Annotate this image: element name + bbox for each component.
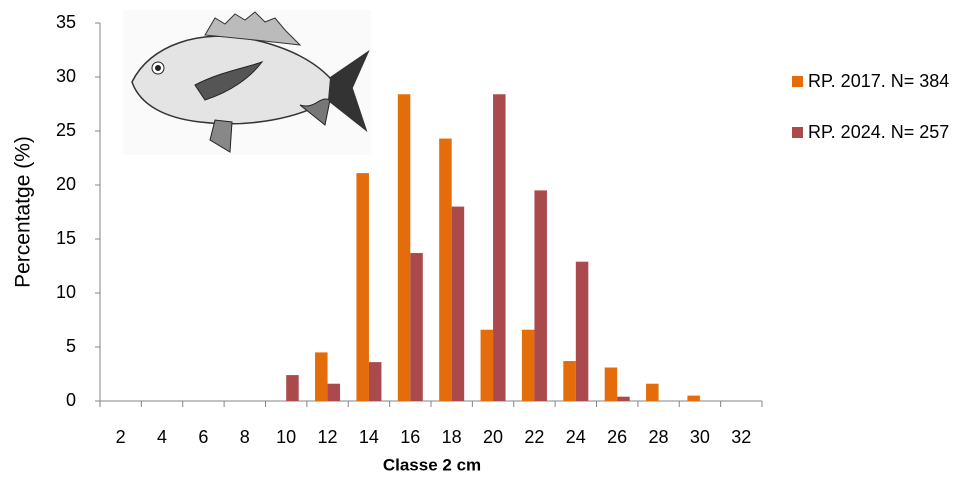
bar (522, 330, 535, 401)
x-tick-label: 16 (400, 427, 420, 447)
bar (481, 330, 494, 401)
bar (576, 262, 589, 401)
bar (328, 384, 341, 401)
x-tick-label: 10 (276, 427, 296, 447)
x-tick-label: 12 (318, 427, 338, 447)
bar (617, 397, 630, 401)
chart: Classe 2 cm Percentatge (%) 0 5 10 15 20 25 30… (0, 0, 967, 484)
x-tick-label: 8 (240, 427, 250, 447)
bar (646, 384, 659, 401)
x-tick-label: 6 (198, 427, 208, 447)
y-axis-title: Percentatge (%) (12, 136, 35, 288)
y-tick-label: 35 (56, 12, 76, 32)
y-tick-label: 20 (56, 174, 76, 194)
bar (687, 396, 700, 401)
x-tick-label: 22 (524, 427, 544, 447)
bar (534, 190, 547, 401)
x-axis-title: Classe 2 cm (383, 455, 481, 474)
legend-label: RP. 2024. N= 257 (808, 122, 949, 142)
y-tick-label: 30 (56, 66, 76, 86)
y-tick-label: 10 (56, 282, 76, 302)
bar (410, 253, 423, 401)
x-tick-label: 30 (690, 427, 710, 447)
y-tick-label: 15 (56, 228, 76, 248)
bar (315, 352, 328, 401)
bar (452, 207, 465, 401)
bar (563, 361, 576, 401)
bar (398, 94, 411, 401)
legend-swatch (792, 76, 803, 87)
x-tick-label: 28 (649, 427, 669, 447)
bar (493, 94, 506, 401)
x-tick-label: 32 (731, 427, 751, 447)
legend-label: RP. 2017. N= 384 (808, 71, 949, 91)
x-tick-label: 18 (442, 427, 462, 447)
y-tick-label: 25 (56, 120, 76, 140)
y-tick-label: 5 (66, 336, 76, 356)
x-tick-label: 26 (607, 427, 627, 447)
fish-illustration (123, 10, 371, 155)
x-tick-label: 24 (566, 427, 586, 447)
legend-swatch (792, 127, 803, 138)
x-tick-label: 20 (483, 427, 503, 447)
bar (356, 173, 369, 401)
y-tick-label: 0 (66, 390, 76, 410)
x-tick-label: 4 (157, 427, 167, 447)
x-tick-label: 14 (359, 427, 379, 447)
x-tick-label: 2 (116, 427, 126, 447)
bar (286, 375, 299, 401)
bar (439, 139, 452, 401)
bar (605, 368, 618, 401)
bar (369, 362, 382, 401)
page: {"chart_data": {"type": "bar", "x_label"… (0, 0, 967, 484)
